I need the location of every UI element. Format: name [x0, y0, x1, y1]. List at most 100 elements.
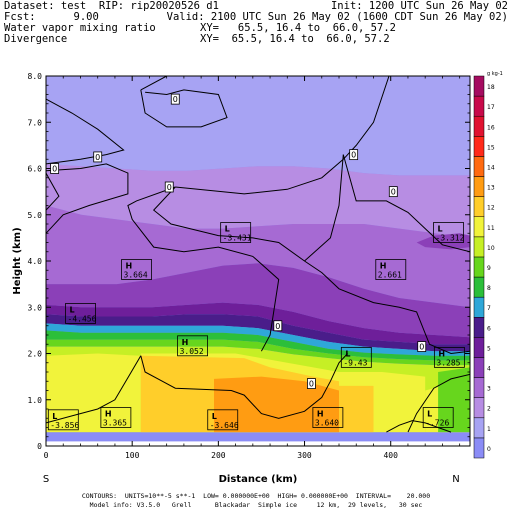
svg-text:3.365: 3.365 [103, 419, 127, 428]
svg-text:3.052: 3.052 [180, 347, 204, 356]
contour-line-3 [46, 172, 60, 211]
colorbar-label-8: 8 [487, 285, 491, 292]
y-tick-label-0: 0 [37, 442, 42, 451]
svg-text:-3.431: -3.431 [223, 234, 252, 243]
colorbar-label-9: 9 [487, 265, 491, 272]
extremum-h-3: H2.661 [375, 259, 407, 280]
field-band-6 [46, 314, 470, 352]
svg-text:L: L [212, 412, 217, 421]
contour-line-4 [46, 163, 129, 234]
contour-line-10 [140, 353, 348, 419]
colorbar-cell-0 [473, 437, 485, 459]
x-tick-label-1: 100 [125, 451, 140, 460]
colorbar-label-2: 2 [487, 406, 491, 413]
colorbar-unit-label: g kg-1 [487, 71, 503, 77]
axes: 0 1.0 2.0 3.0 4.0 5.0 6.0 7.0 8.0 0 100 200 300 400 [28, 72, 470, 460]
colorbar-label-15: 15 [487, 144, 495, 151]
contour-labels: 000000000L-3.431L-3.312H3.664H2.661L-4.4… [47, 93, 465, 431]
svg-text:0: 0 [95, 153, 100, 162]
header-line2-left: Fcst: 9.00 [4, 11, 99, 23]
extremum-l-4: L-4.456 [65, 303, 97, 324]
field-band-5 [46, 302, 470, 345]
extremum-l-1: L-3.312 [433, 222, 465, 243]
svg-text:0: 0 [173, 95, 178, 104]
x-tick-label-4: 400 [383, 451, 398, 460]
svg-text:L: L [70, 305, 75, 314]
header-line3-right: XY= 65.5, 16.4 to 66.0, 57.2 [200, 22, 396, 34]
y-tick-label-8: 8.0 [28, 72, 43, 81]
header-line2-right: Valid: 2100 UTC Sun 26 May 02 (1600 CDT … [166, 11, 508, 23]
colorbar-cell-18 [473, 75, 485, 97]
svg-text:L: L [225, 225, 230, 234]
y-tick-label-2: 2.0 [28, 350, 43, 359]
colorbar-cell-6 [473, 317, 485, 338]
field-patch-9 [416, 233, 470, 250]
field-band-9 [46, 339, 470, 366]
colorbar-cell-12 [473, 196, 485, 217]
colorbar-cell-13 [473, 176, 485, 197]
svg-text:L: L [427, 410, 432, 419]
contour-label-5: 0 [388, 186, 398, 198]
colorbar-cell-10 [473, 236, 485, 258]
svg-text:-3.312: -3.312 [436, 234, 465, 243]
contour-label-4: 0 [164, 181, 174, 193]
contour-line-1 [140, 89, 228, 128]
header-line4-right: XY= 65.5, 16.4 to 66.0, 57.2 [200, 33, 390, 45]
extremum-h-7: H3.285 [433, 346, 465, 368]
x-end-label-right: N [452, 474, 459, 485]
svg-text:H: H [182, 338, 189, 347]
contour-line-13 [386, 420, 452, 433]
x-end-label-left: S [43, 474, 49, 485]
y-tick-label-1: 1.0 [28, 396, 43, 405]
svg-text:L: L [438, 225, 443, 234]
colorbar-cell-14 [473, 156, 485, 177]
svg-text:H: H [126, 262, 133, 271]
svg-text:0: 0 [52, 165, 57, 174]
svg-text:0: 0 [391, 188, 396, 197]
y-tick-label-6: 6.0 [28, 165, 43, 174]
extremum-l-8: L-3.856 [47, 409, 79, 431]
colorbar-label-0: 0 [487, 446, 491, 453]
contour-line-8 [342, 154, 470, 253]
colorbar-label-16: 16 [487, 124, 495, 131]
colorbar-cell-4 [473, 357, 485, 378]
footer-model-info: Model info: V3.5.0 Grell Blackadar Simpl… [89, 501, 423, 509]
svg-text:H: H [317, 410, 324, 419]
contour-label-8: 0 [307, 378, 316, 389]
colorbar-label-5: 5 [487, 345, 491, 352]
colorbar-label-1: 1 [487, 426, 491, 433]
contour-line-12 [407, 373, 470, 433]
y-tick-label-7: 7.0 [28, 118, 43, 127]
contour-label-2: 0 [50, 163, 60, 174]
colorbar-cell-15 [473, 136, 485, 157]
colorbar-cell-16 [473, 115, 485, 137]
colorbar-label-17: 17 [487, 104, 495, 111]
colorbar-cell-17 [473, 95, 485, 117]
svg-text:3.664: 3.664 [124, 271, 148, 280]
contour-line-11 [46, 355, 142, 424]
svg-text:-3.856: -3.856 [50, 421, 79, 430]
header-line1-right: Init: 1200 UTC Sun 26 May 02 [330, 0, 508, 12]
extremum-l-6: L-9.43 [340, 346, 372, 368]
svg-text:-3.646: -3.646 [210, 421, 239, 430]
svg-text:3.285: 3.285 [436, 358, 460, 367]
svg-text:2.661: 2.661 [378, 271, 402, 280]
svg-text:L: L [345, 349, 350, 358]
x-axis-label: Distance (km) [219, 474, 298, 485]
y-tick-label-5: 5.0 [28, 211, 43, 220]
field-patch-5 [339, 385, 374, 433]
y-tick-label-3: 3.0 [28, 303, 43, 312]
colorbar-label-14: 14 [487, 164, 495, 171]
svg-text:H: H [105, 410, 112, 419]
colorbar-cell-8 [473, 276, 485, 298]
svg-text:0: 0 [167, 183, 172, 192]
colorbar-cell-3 [473, 377, 485, 398]
extremum-h-2: H3.664 [121, 259, 152, 280]
svg-text:L: L [52, 412, 57, 421]
header-line1-left: Dataset: test RIP: rip20020526 d1 [4, 0, 219, 12]
contour-line-2 [46, 98, 125, 165]
colorbar-label-3: 3 [487, 386, 491, 393]
colorbar-cell-7 [473, 296, 485, 318]
contour-label-3: 0 [349, 149, 359, 161]
